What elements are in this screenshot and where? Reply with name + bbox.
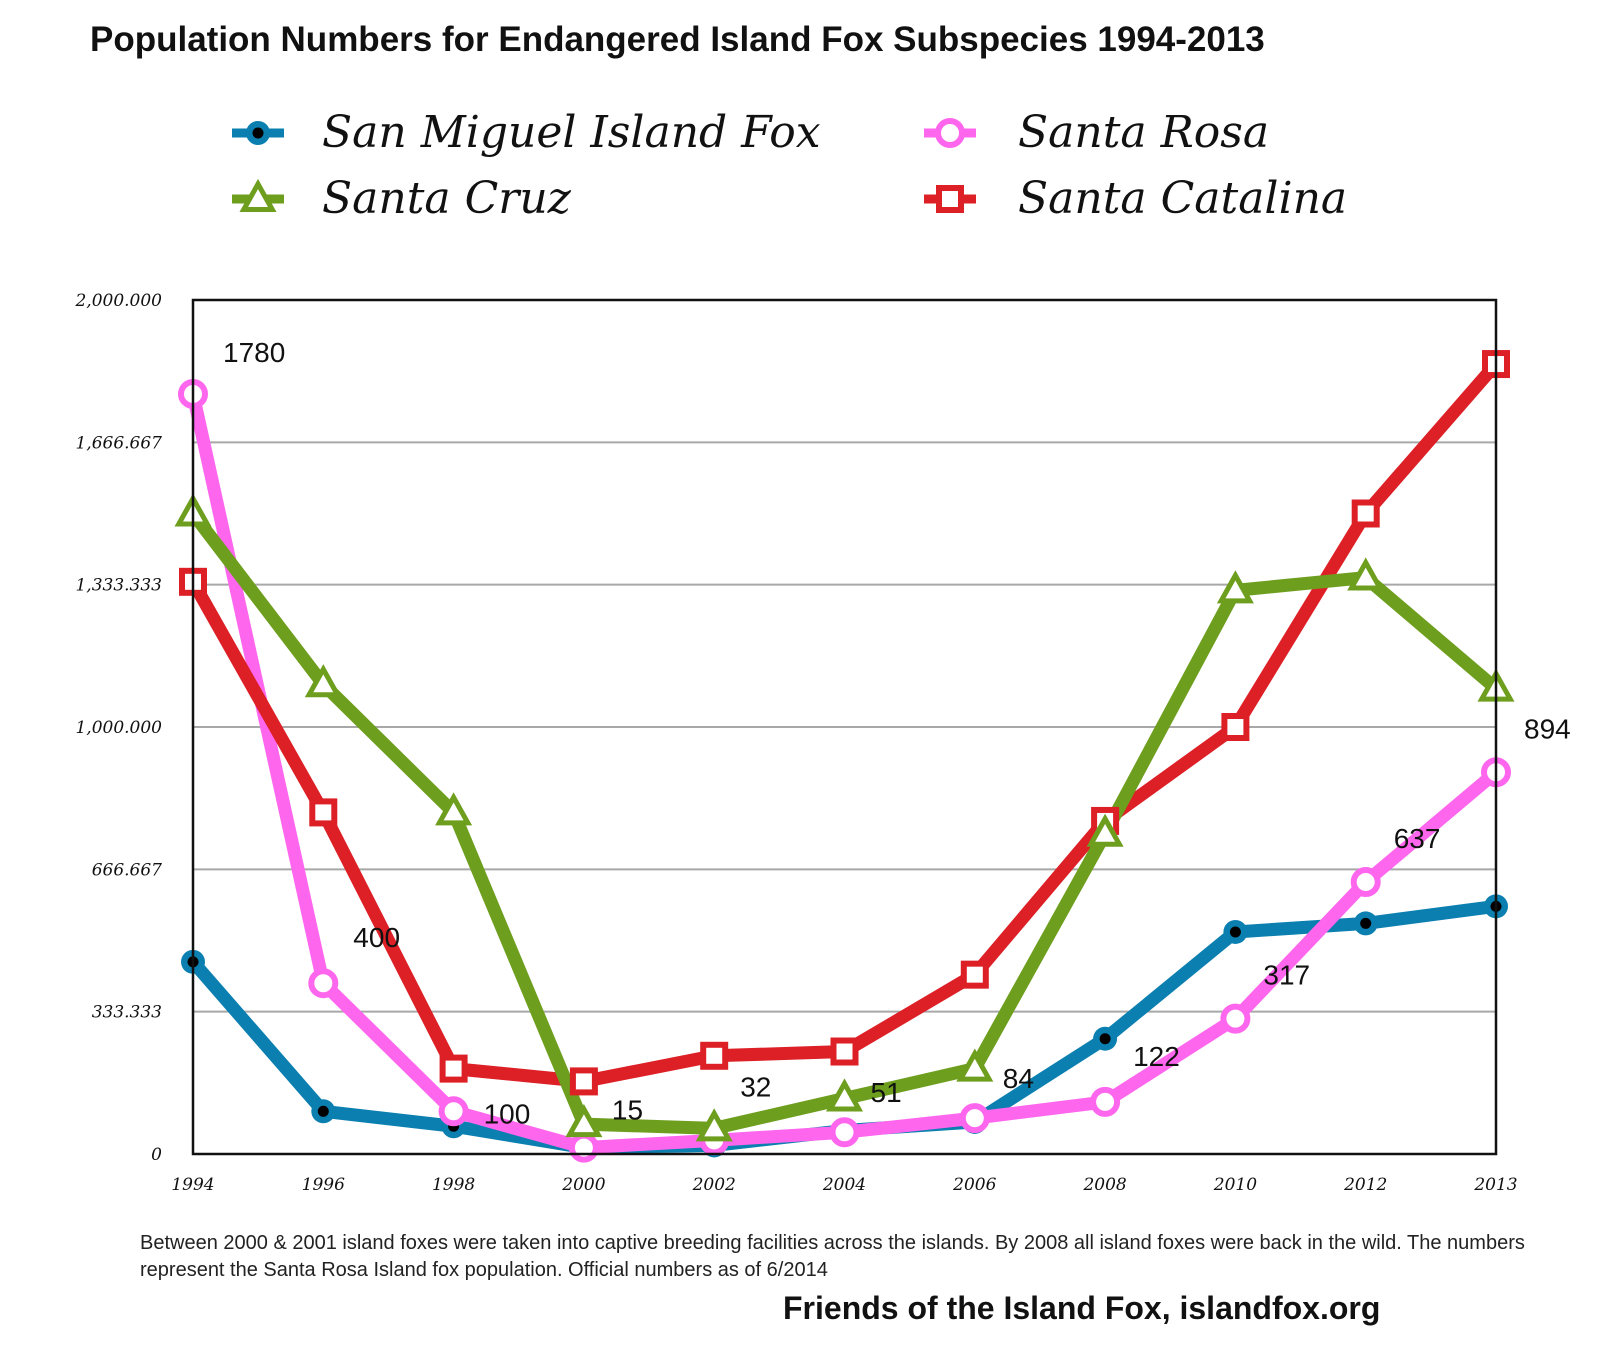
data-label: 32 — [740, 1071, 771, 1102]
data-point-san-miguel-island-fox-center — [317, 1105, 329, 1117]
plot-frame — [191, 298, 1498, 1156]
data-point-santa-cruz — [1086, 813, 1124, 847]
data-point-santa-catalina — [1351, 499, 1380, 528]
x-tick-label: 2010 — [1213, 1175, 1257, 1195]
data-point-santa-rosa — [308, 968, 339, 999]
x-tick-label: 1996 — [302, 1175, 345, 1195]
x-tick-label: 2006 — [952, 1175, 996, 1195]
data-label: 122 — [1133, 1041, 1180, 1072]
data-point-santa-catalina — [439, 1054, 468, 1083]
data-point-santa-rosa — [1220, 1003, 1251, 1034]
data-point-santa-rosa — [1350, 867, 1381, 898]
x-tick-label: 2012 — [1343, 1175, 1387, 1195]
data-point-santa-rosa — [959, 1103, 990, 1134]
data-point-santa-catalina — [569, 1067, 598, 1096]
line-chart: 0 333.333 666.667 1,000.000 1,333.333 1,666.6… — [74, 291, 1571, 1195]
x-tick-label: 2008 — [1082, 1175, 1126, 1195]
data-point-santa-cruz — [956, 1048, 994, 1082]
data-label: 84 — [1003, 1063, 1034, 1094]
y-tick-label: 1,000.000 — [75, 718, 162, 738]
legend-label-santa-catalina: Santa Catalina — [1018, 173, 1347, 224]
x-tick-label: 2002 — [692, 1175, 736, 1195]
data-label: 637 — [1394, 823, 1441, 854]
data-point-santa-cruz — [825, 1078, 864, 1112]
data-point-santa-cruz — [304, 664, 342, 698]
legend-label-san-miguel-island-fox: San Miguel Island Fox — [322, 107, 821, 158]
data-label: 317 — [1263, 960, 1310, 991]
data-point-santa-rosa — [438, 1096, 469, 1127]
y-tick-label: 2,000.000 — [74, 291, 162, 311]
data-point-santa-catalina — [309, 798, 338, 827]
x-tick-label: 2013 — [1473, 1175, 1517, 1195]
y-tick-label: 666.667 — [92, 860, 162, 880]
data-point-santa-cruz — [695, 1108, 733, 1142]
legend-marker-santa-rosa — [935, 118, 965, 148]
legend-label-santa-rosa: Santa Rosa — [1018, 107, 1269, 158]
legend: San Miguel Island Fox Santa Rosa Santa Cru… — [232, 107, 1347, 224]
data-label: 400 — [353, 922, 400, 953]
series-markers-santa-cruz — [174, 493, 1515, 1142]
x-tick-label: 2004 — [822, 1175, 866, 1195]
data-label: 51 — [871, 1077, 902, 1108]
legend-marker-santa-cruz — [239, 178, 277, 212]
data-point-santa-rosa — [829, 1117, 860, 1148]
footnote: Between 2000 & 2001 island foxes were ta… — [140, 1232, 1525, 1281]
data-point-santa-rosa — [1090, 1086, 1121, 1117]
y-tick-label: 1,666.667 — [75, 433, 162, 453]
y-tick-label: 1,333.333 — [75, 576, 162, 596]
data-label: 15 — [612, 1095, 643, 1126]
data-point-santa-catalina — [700, 1041, 729, 1070]
data-point-santa-rosa — [568, 1132, 599, 1163]
legend-item-san-miguel-island-fox: San Miguel Island Fox — [232, 107, 821, 158]
y-tick-label: 333.333 — [92, 1003, 162, 1023]
data-label: 1780 — [223, 337, 285, 368]
chart-title: Population Numbers for Endangered Island… — [90, 20, 1265, 59]
data-point-san-miguel-island-fox-center — [1360, 917, 1372, 929]
legend-marker-san-miguel-island-fox-center — [252, 127, 264, 139]
data-point-santa-catalina — [960, 960, 989, 989]
legend-marker-santa-catalina — [936, 185, 964, 213]
data-point-santa-catalina — [1221, 713, 1250, 741]
data-point-san-miguel-island-fox-center — [1229, 926, 1241, 938]
data-point-santa-cruz — [565, 1103, 603, 1138]
y-tick-label: 0 — [151, 1145, 162, 1165]
legend-item-santa-rosa: Santa Rosa — [924, 107, 1269, 158]
data-label: 100 — [484, 1098, 531, 1129]
x-tick-label: 1994 — [171, 1175, 214, 1195]
data-label: 894 — [1524, 713, 1571, 744]
data-point-santa-catalina — [830, 1037, 859, 1066]
data-point-santa-cruz — [1347, 557, 1385, 591]
legend-item-santa-cruz: Santa Cruz — [232, 173, 572, 224]
legend-item-santa-catalina: Santa Catalina — [924, 173, 1347, 224]
data-point-santa-cruz — [435, 792, 473, 826]
credit-line: Friends of the Island Fox, islandfox.org — [783, 1290, 1381, 1326]
legend-label-santa-cruz: Santa Cruz — [322, 173, 572, 224]
x-tick-label: 2000 — [561, 1175, 605, 1195]
data-point-santa-cruz — [1216, 570, 1254, 604]
x-tick-label: 1998 — [432, 1175, 475, 1195]
data-point-san-miguel-island-fox-center — [1099, 1033, 1111, 1045]
